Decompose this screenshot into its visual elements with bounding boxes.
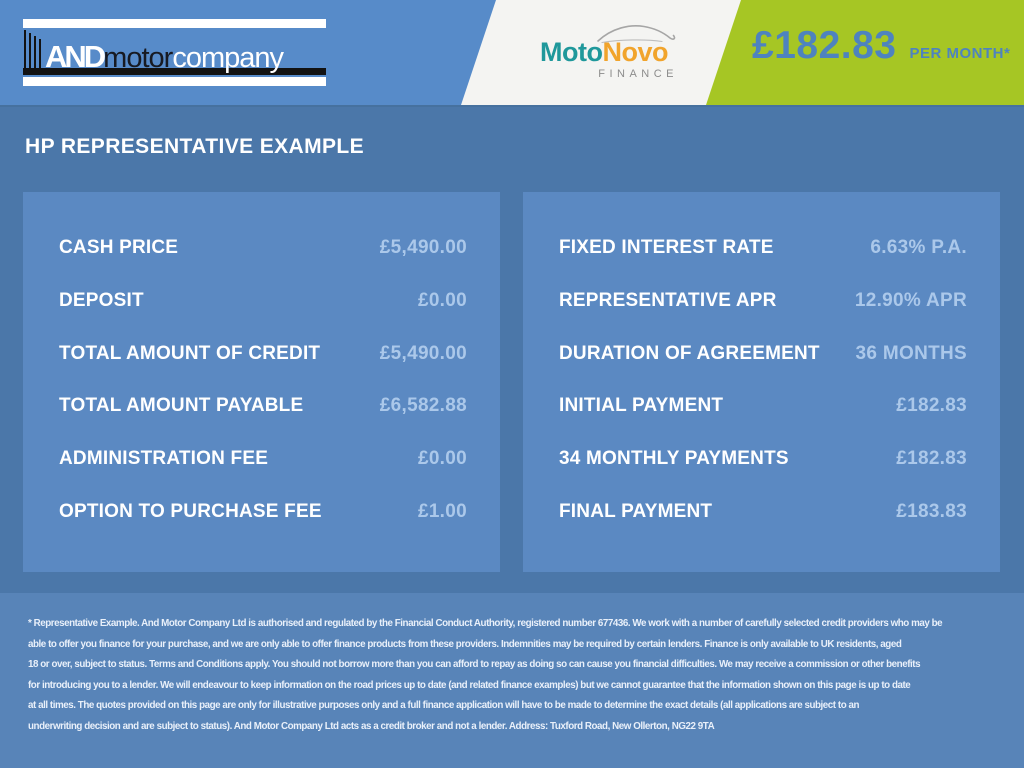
row-value: 36 MONTHS [855,342,967,364]
monthly-price: £182.83 PER MONTH* [752,24,1010,68]
page-title: HP REPRESENTATIVE EXAMPLE [25,135,365,158]
table-row: DEPOSIT £0.00 [59,290,467,312]
row-label: FINAL PAYMENT [559,501,713,523]
table-row: TOTAL AMOUNT PAYABLE £6,582.88 [59,395,467,417]
row-value: £5,490.00 [379,342,467,364]
row-label: OPTION TO PURCHASE FEE [59,501,322,523]
table-row: FIXED INTEREST RATE 6.63% P.A. [559,237,967,259]
motonovo-finance-label: FINANCE [598,67,678,80]
row-value: £5,490.00 [379,236,467,258]
row-label: ADMINISTRATION FEE [59,448,269,470]
dealer-logo-motor: motor [103,42,173,74]
motonovo-wordmark: MotoNovo [540,37,678,68]
disclaimer-line: able to offer you finance for your purch… [28,638,902,650]
disclaimer-line: at all times. The quotes provided on thi… [28,700,860,711]
disclaimer-line: 18 or over, subject to status. Terms and… [28,659,921,670]
table-row: REPRESENTATIVE APR 12.90% APR [559,290,967,312]
main-section: HP REPRESENTATIVE EXAMPLE CASH PRICE £5,… [0,105,1024,593]
table-row: TOTAL AMOUNT OF CREDIT £5,490.00 [59,343,467,365]
row-value: £6,582.88 [379,395,467,417]
row-value: £0.00 [417,448,467,470]
header-green-band [706,0,1024,105]
row-label: DEPOSIT [59,289,144,311]
dealer-logo: ANDmotorcompany [23,19,326,86]
logo-top-bar [23,19,326,28]
table-row: CASH PRICE £5,490.00 [59,237,467,259]
row-label: CASH PRICE [59,236,179,258]
car-swoosh-icon [597,25,676,44]
table-row: INITIAL PAYMENT £182.83 [559,395,967,417]
row-value: £183.83 [896,501,967,523]
row-label: DURATION OF AGREEMENT [559,342,820,364]
row-label: 34 MONTHLY PAYMENTS [559,448,789,470]
motonovo-logo: MotoNovo FINANCE [540,25,678,80]
header: ANDmotorcompany MotoNovo FINANCE £182.83… [0,0,1024,105]
row-label: TOTAL AMOUNT PAYABLE [59,395,304,417]
row-label: TOTAL AMOUNT OF CREDIT [59,342,321,364]
logo-vertical-lines [24,30,41,68]
table-row: 34 MONTHLY PAYMENTS £182.83 [559,448,967,470]
row-value: £1.00 [417,501,467,523]
table-row: FINAL PAYMENT £183.83 [559,501,967,523]
disclaimer-line: underwriting decision and are subject to… [28,720,715,732]
row-value: 6.63% P.A. [870,236,967,258]
legal-disclaimer: * Representative Example. And Motor Comp… [0,593,1024,768]
row-value: £182.83 [896,395,967,417]
motonovo-novo: Novo [602,37,668,67]
finance-panel-left: CASH PRICE £5,490.00 DEPOSIT £0.00 TOTAL… [23,192,500,572]
disclaimer-line: for introducing you to a lender. We will… [28,679,911,691]
row-label: INITIAL PAYMENT [559,395,724,417]
price-period-label: PER MONTH* [909,45,1011,62]
finance-panel-right: FIXED INTEREST RATE 6.63% P.A. REPRESENT… [523,192,1000,572]
table-row: DURATION OF AGREEMENT 36 MONTHS [559,343,967,365]
row-value: £0.00 [417,289,467,311]
price-amount: £182.83 [752,24,897,67]
table-row: ADMINISTRATION FEE £0.00 [59,448,467,470]
dealer-logo-text: ANDmotorcompany [45,39,284,74]
row-label: FIXED INTEREST RATE [559,236,774,258]
table-row: OPTION TO PURCHASE FEE £1.00 [59,501,467,523]
header-blue-band [0,0,496,105]
dealer-logo-and: AND [45,39,106,74]
row-value: 12.90% APR [854,289,967,311]
disclaimer-line: * Representative Example. And Motor Comp… [28,618,943,629]
dealer-logo-company: company [172,42,284,74]
row-value: £182.83 [896,448,967,470]
motonovo-moto: Moto [540,37,603,67]
logo-bottom-bar [23,77,326,86]
logo-underline-bar [23,68,326,75]
row-label: REPRESENTATIVE APR [559,289,777,311]
